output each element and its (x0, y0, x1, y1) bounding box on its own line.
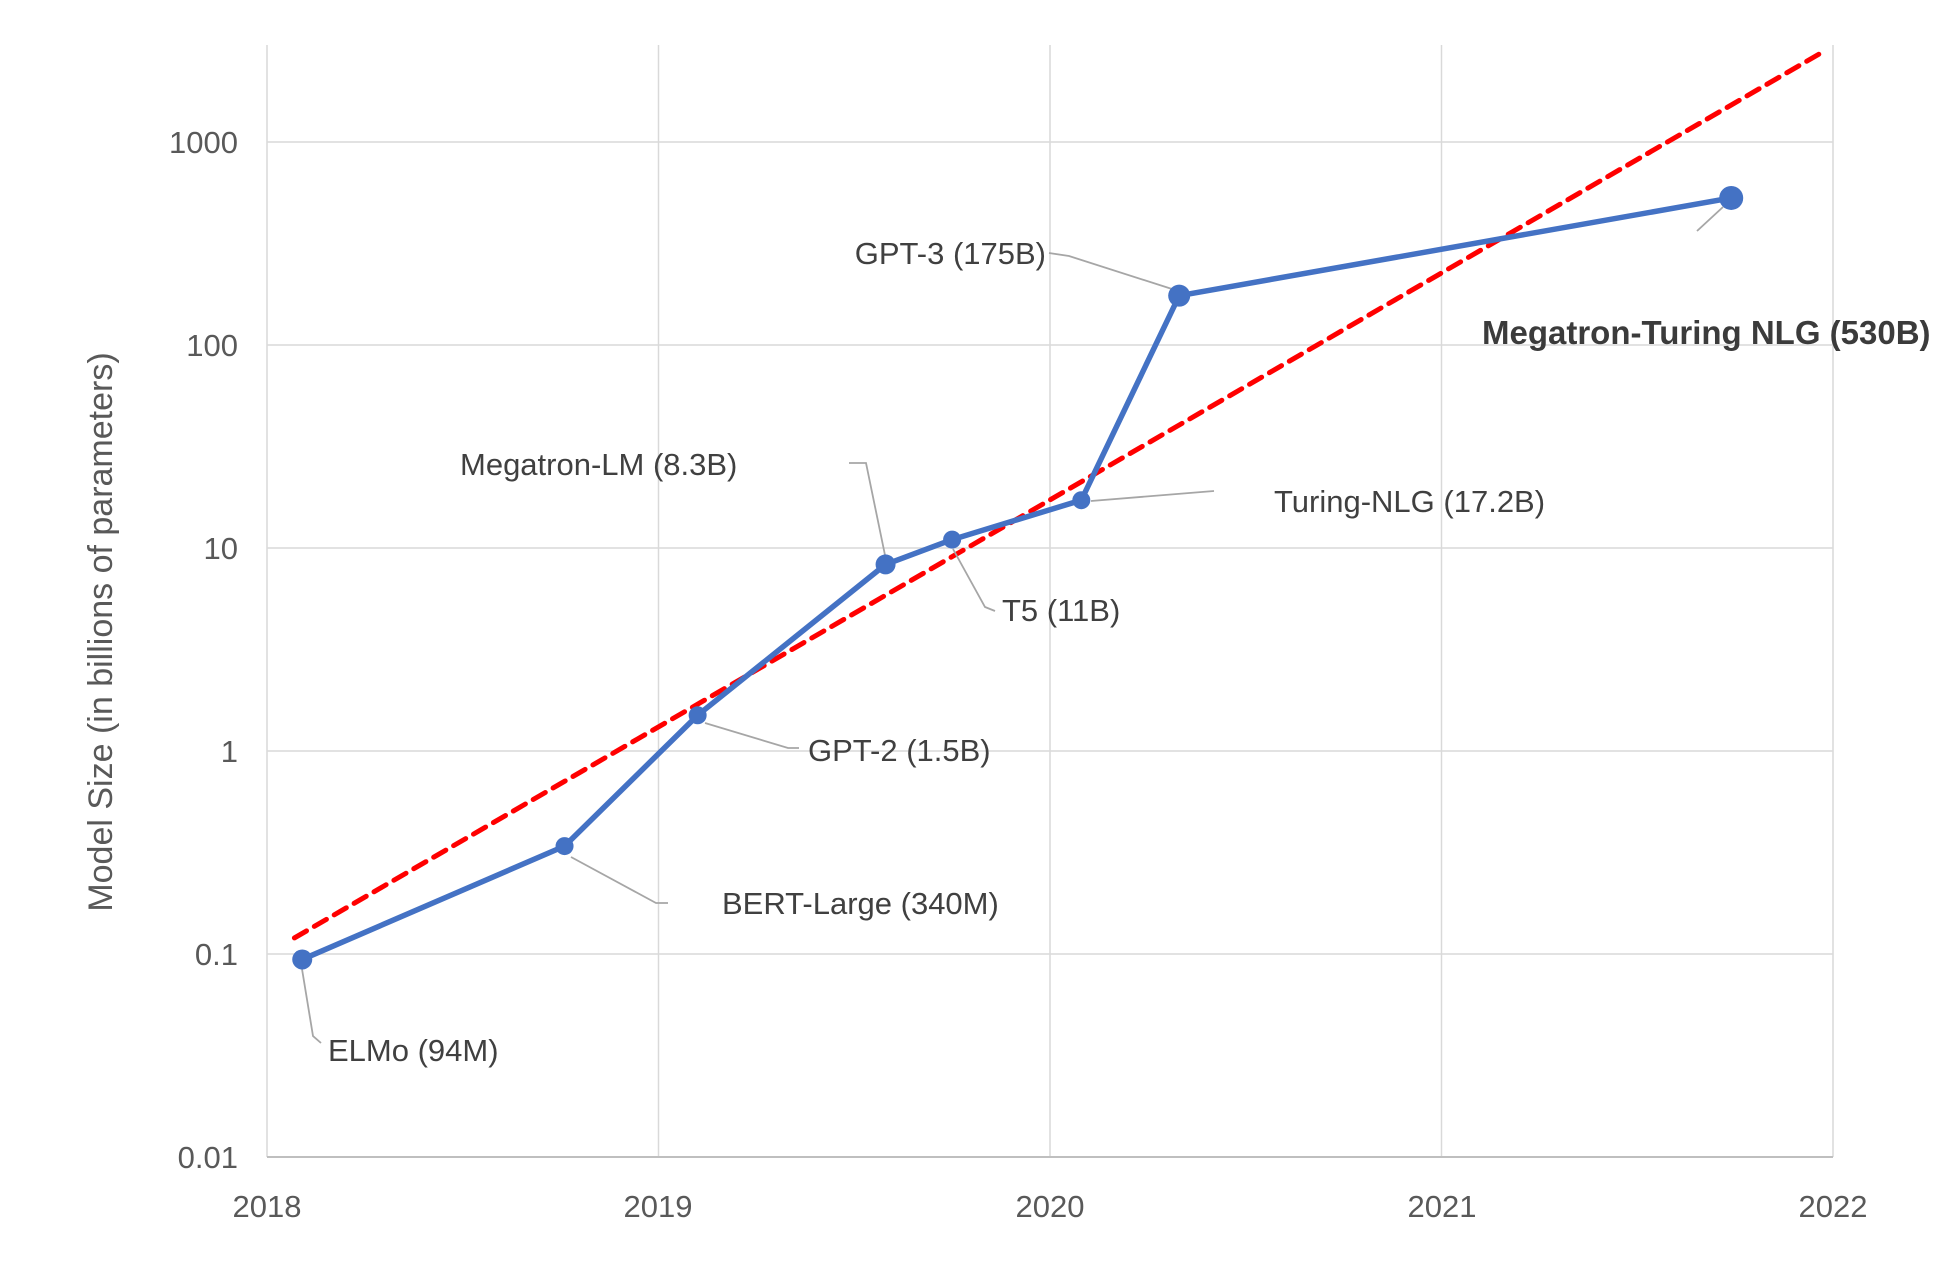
data-point-turing-nlg (1072, 491, 1091, 510)
y-tick-10: 10 (204, 531, 238, 566)
leader-line-3 (849, 462, 887, 561)
leader-line-1 (570, 856, 668, 904)
x-tick-2020: 2020 (1016, 1189, 1085, 1224)
x-tick-2018: 2018 (233, 1189, 302, 1224)
y-tick-1000: 1000 (169, 125, 238, 160)
data-point-gpt-2 (688, 706, 707, 725)
y-tick-0-01: 0.01 (178, 1140, 238, 1175)
trend-dashed-line (291, 50, 1824, 941)
leader-line-6 (1048, 252, 1173, 290)
x-axis-tick-labels: 2018 2019 2020 2021 2022 (233, 1189, 1868, 1224)
data-point-megatron-turing-nlg (1719, 185, 1744, 210)
leader-line-2 (704, 722, 799, 749)
leader-line-4 (952, 548, 996, 612)
series-polyline (299, 195, 1734, 963)
series-line (299, 195, 1734, 963)
leader-line-0 (301, 968, 322, 1044)
y-tick-100: 100 (186, 328, 238, 363)
leader-line-5 (1090, 490, 1215, 502)
x-tick-2021: 2021 (1408, 1189, 1477, 1224)
data-point-gpt-3 (1168, 284, 1191, 307)
data-point-megatron-lm (875, 554, 896, 575)
data-point-elmo (292, 949, 313, 970)
y-tick-1: 1 (221, 734, 238, 769)
leader-lines (301, 206, 1724, 1044)
annotation-gpt-3: GPT-3 (175B) (855, 236, 1046, 271)
annotation-turing-nlg: Turing-NLG (17.2B) (1274, 484, 1545, 519)
trendline (291, 50, 1824, 941)
data-points (292, 185, 1744, 970)
y-axis-tick-labels: 1000 100 10 1 0.1 0.01 (169, 125, 238, 1175)
point-annotations: ELMo (94M) BERT-Large (340M) GPT-2 (1.5B… (328, 236, 1931, 1068)
x-tick-2019: 2019 (624, 1189, 693, 1224)
annotation-bert-large: BERT-Large (340M) (722, 886, 999, 921)
annotation-megatron-turing-nlg: Megatron-Turing NLG (530B) (1482, 314, 1931, 351)
data-point-t5 (943, 530, 962, 549)
annotation-megatron-lm: Megatron-LM (8.3B) (460, 447, 737, 482)
annotation-gpt-2: GPT-2 (1.5B) (808, 733, 991, 768)
annotation-t5: T5 (11B) (1002, 593, 1120, 628)
gridlines (266, 45, 1834, 1158)
y-tick-0-1: 0.1 (195, 937, 238, 972)
leader-line-7 (1696, 206, 1724, 232)
data-point-bert-large (555, 837, 574, 856)
y-axis-title: Model Size (in billions of parameters) (82, 352, 120, 911)
x-tick-2022: 2022 (1799, 1189, 1868, 1224)
annotation-elmo: ELMo (94M) (328, 1033, 499, 1068)
